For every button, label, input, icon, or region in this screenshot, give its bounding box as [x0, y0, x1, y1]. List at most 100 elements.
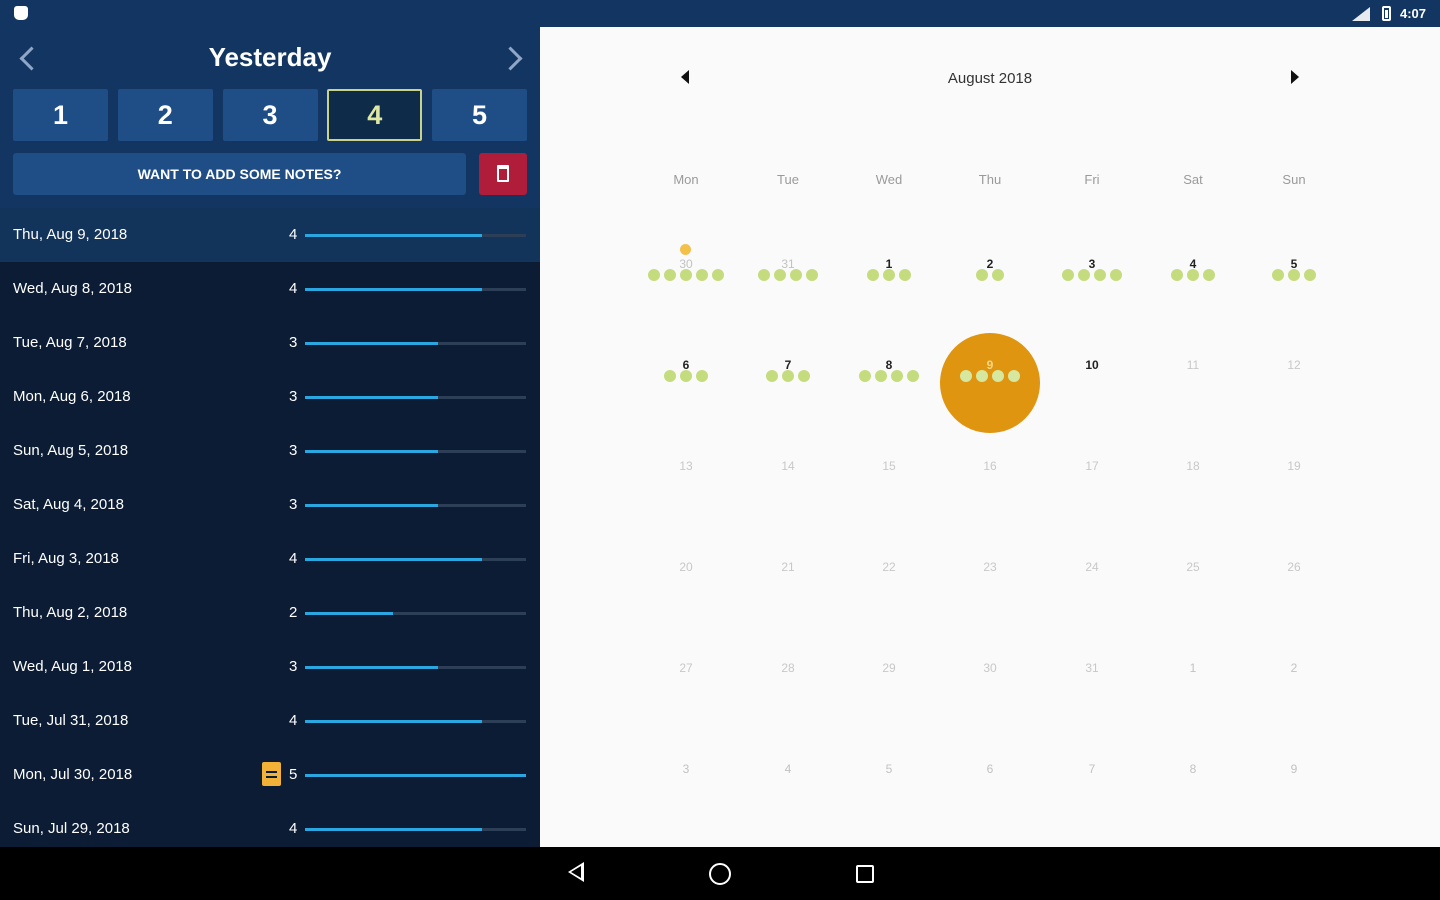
calendar-day[interactable]: 9: [1244, 737, 1344, 837]
score-bar-fill: [305, 666, 438, 669]
entry-date: Tue, Jul 31, 2018: [13, 712, 129, 729]
day-number: 7: [1088, 762, 1096, 776]
calendar-day[interactable]: 1: [1143, 636, 1243, 736]
calendar-day[interactable]: 21: [738, 535, 838, 635]
note-icon[interactable]: [262, 762, 281, 786]
calendar-day[interactable]: 28: [738, 636, 838, 736]
calendar-day[interactable]: 30: [636, 232, 736, 332]
calendar-day[interactable]: 22: [839, 535, 939, 635]
entry-row[interactable]: Wed, Aug 8, 2018 4: [0, 262, 540, 316]
entry-date: Thu, Aug 2, 2018: [13, 604, 128, 621]
calendar-day[interactable]: 14: [738, 434, 838, 534]
weekday-label: Sun: [1282, 172, 1306, 187]
entry-row[interactable]: Thu, Aug 9, 2018 4: [0, 208, 540, 262]
rating-button-4[interactable]: 4: [327, 89, 423, 141]
entry-row[interactable]: Thu, Aug 2, 2018 2: [0, 586, 540, 640]
score-bar: [305, 774, 526, 777]
rating-button-2[interactable]: 2: [117, 89, 213, 141]
entry-score: 3: [289, 496, 298, 513]
back-icon[interactable]: [568, 862, 584, 882]
calendar-day[interactable]: 1: [839, 232, 939, 332]
calendar-day[interactable]: 7: [738, 333, 838, 433]
calendar-day[interactable]: 11: [1143, 333, 1243, 433]
rating-button-3[interactable]: 3: [222, 89, 318, 141]
next-day-icon[interactable]: [498, 43, 528, 73]
recents-icon[interactable]: [856, 865, 874, 883]
calendar-day[interactable]: 19: [1244, 434, 1344, 534]
entry-row[interactable]: Sun, Jul 29, 2018 4: [0, 802, 540, 847]
calendar-day[interactable]: 2: [940, 232, 1040, 332]
rating-dot: [1171, 269, 1183, 281]
calendar-day[interactable]: 12: [1244, 333, 1344, 433]
calendar-day[interactable]: 30: [940, 636, 1040, 736]
calendar-day[interactable]: 26: [1244, 535, 1344, 635]
entry-row[interactable]: Wed, Aug 1, 2018 3: [0, 640, 540, 694]
calendar-day[interactable]: 8: [839, 333, 939, 433]
rating-dot: [758, 269, 770, 281]
calendar-day[interactable]: 15: [839, 434, 939, 534]
rating-dot: [899, 269, 911, 281]
calendar-day[interactable]: 4: [1143, 232, 1243, 332]
calendar-day[interactable]: 8: [1143, 737, 1243, 837]
day-number: 9: [1290, 762, 1298, 776]
entry-row[interactable]: Sun, Aug 5, 2018 3: [0, 424, 540, 478]
day-number: 10: [1085, 358, 1099, 372]
calendar-day[interactable]: 5: [839, 737, 939, 837]
calendar-day[interactable]: 20: [636, 535, 736, 635]
entry-score: 5: [289, 766, 298, 783]
entry-row[interactable]: Mon, Aug 6, 2018 3: [0, 370, 540, 424]
calendar-day[interactable]: 2: [1244, 636, 1344, 736]
calendar-day[interactable]: 17: [1042, 434, 1142, 534]
rating-dot: [976, 370, 988, 382]
rating-dot: [907, 370, 919, 382]
score-bar-fill: [305, 612, 394, 615]
entry-date: Sat, Aug 4, 2018: [13, 496, 124, 513]
calendar-day[interactable]: 5: [1244, 232, 1344, 332]
calendar-day-selected[interactable]: 9: [940, 333, 1040, 433]
weekday-label: Sat: [1183, 172, 1203, 187]
calendar-day[interactable]: 10: [1042, 333, 1142, 433]
calendar-day[interactable]: 7: [1042, 737, 1142, 837]
calendar-day[interactable]: 3: [1042, 232, 1142, 332]
entry-row[interactable]: Mon, Jul 30, 2018 5: [0, 748, 540, 802]
calendar-panel: August 2018 Mon Tue Wed Thu Fri Sat Sun 30 31 1 2…: [540, 27, 1440, 847]
entry-score: 4: [289, 712, 298, 729]
calendar-day[interactable]: 16: [940, 434, 1040, 534]
calendar-day[interactable]: 3: [636, 737, 736, 837]
day-number: 20: [679, 560, 693, 574]
entry-row[interactable]: Fri, Aug 3, 2018 4: [0, 532, 540, 586]
calendar-day[interactable]: 25: [1143, 535, 1243, 635]
calendar-day[interactable]: 23: [940, 535, 1040, 635]
score-bar-fill: [305, 234, 482, 237]
delete-button[interactable]: [479, 153, 527, 195]
day-number: 6: [986, 762, 994, 776]
rating-dot: [1203, 269, 1215, 281]
day-number: 16: [983, 459, 997, 473]
home-icon[interactable]: [709, 863, 731, 885]
calendar-day[interactable]: 4: [738, 737, 838, 837]
previous-month-icon[interactable]: [681, 70, 689, 84]
entry-score: 4: [289, 226, 298, 243]
day-number: 29: [882, 661, 896, 675]
entry-row[interactable]: Tue, Jul 31, 2018 4: [0, 694, 540, 748]
calendar-day[interactable]: 29: [839, 636, 939, 736]
day-number: 17: [1085, 459, 1099, 473]
calendar-day[interactable]: 18: [1143, 434, 1243, 534]
score-bar: [305, 720, 526, 723]
day-number: 15: [882, 459, 896, 473]
calendar-day[interactable]: 27: [636, 636, 736, 736]
entry-row[interactable]: Sat, Aug 4, 2018 3: [0, 478, 540, 532]
calendar-day[interactable]: 6: [940, 737, 1040, 837]
calendar-day[interactable]: 31: [1042, 636, 1142, 736]
rating-button-1[interactable]: 1: [13, 89, 108, 141]
calendar-day[interactable]: 31: [738, 232, 838, 332]
calendar-day[interactable]: 13: [636, 434, 736, 534]
next-month-icon[interactable]: [1291, 70, 1299, 84]
rating-dot: [867, 269, 879, 281]
add-notes-button[interactable]: WANT TO ADD SOME NOTES?: [13, 153, 466, 195]
calendar-day[interactable]: 24: [1042, 535, 1142, 635]
rating-button-5[interactable]: 5: [432, 89, 527, 141]
calendar-day[interactable]: 6: [636, 333, 736, 433]
entry-row[interactable]: Tue, Aug 7, 2018 3: [0, 316, 540, 370]
